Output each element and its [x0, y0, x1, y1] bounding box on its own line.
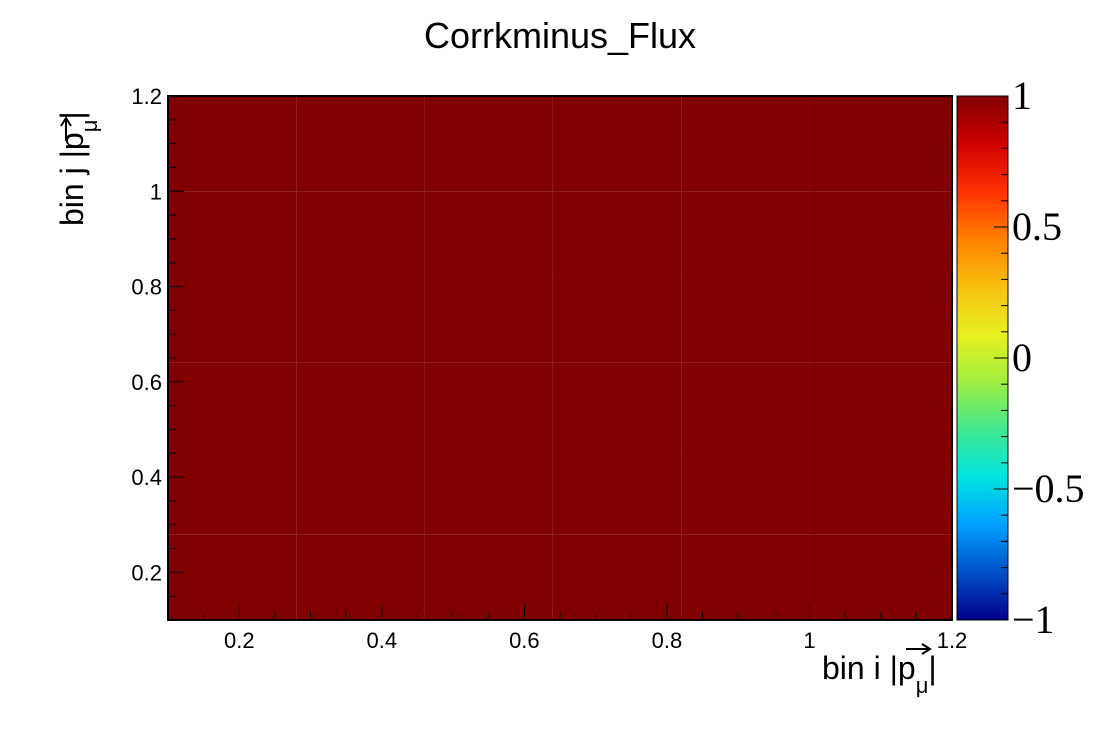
y-tick-label: 1.2	[131, 84, 162, 109]
y-axis-label-end: |	[54, 111, 90, 119]
heatmap-cell	[809, 534, 952, 620]
x-axis-label: bin i |pμ|	[822, 650, 937, 698]
heatmap-cell	[809, 191, 952, 278]
heatmap-cell	[424, 277, 553, 363]
heatmap-cell	[168, 277, 297, 363]
heatmap-cell	[809, 448, 952, 535]
colorbar: 1 0.5 0 −0.5 −1	[956, 73, 1085, 642]
chart-title: Corrkminus_Flux	[424, 15, 696, 56]
heatmap-cell	[424, 534, 553, 620]
colorbar-tick-label: −0.5	[1012, 466, 1085, 511]
heatmap-cell	[296, 362, 425, 449]
x-axis-label-main: bin i |	[822, 650, 898, 686]
y-tick-label: 0.2	[131, 560, 162, 585]
heatmap-cell	[681, 362, 810, 449]
colorbar-tick-label: 0.5	[1012, 204, 1062, 249]
x-tick-label: 1.2	[937, 628, 968, 653]
heatmap-cell	[809, 362, 952, 449]
x-axis-label-end: |	[928, 650, 936, 686]
heatmap-cell	[296, 448, 425, 535]
x-tick-label: 0.4	[367, 628, 398, 653]
heatmap-cell	[296, 96, 425, 192]
y-tick-label: 0.4	[131, 465, 162, 490]
heatmap-cell	[168, 448, 297, 535]
y-axis-label-group: bin j |pμ|	[54, 111, 102, 226]
heatmap-cell	[424, 362, 553, 449]
y-vector-arrow-head	[60, 116, 72, 127]
heatmap-cell	[168, 96, 297, 192]
y-axis-vector-arrow	[60, 116, 72, 141]
heatmap-cell	[552, 277, 682, 363]
y-axis-label: bin j |pμ|	[54, 111, 102, 226]
heatmap-cell	[681, 534, 810, 620]
heatmap-cell	[424, 448, 553, 535]
plot-frame	[167, 95, 953, 621]
heatmap-cells	[168, 96, 952, 620]
heatmap-cell	[296, 191, 425, 278]
y-tick-label: 0.8	[131, 275, 162, 300]
y-axis-label-p: p	[54, 132, 90, 150]
heatmap-cell	[809, 277, 952, 363]
colorbar-tick-label: −1	[1012, 597, 1055, 642]
heatmap-cell	[809, 96, 952, 192]
colorbar-tick-label: 1	[1012, 73, 1032, 118]
x-vector-arrow-head	[921, 643, 932, 655]
heatmap-cell	[296, 277, 425, 363]
heatmap-cell	[552, 448, 682, 535]
colorbar-tick-label: 0	[1012, 335, 1032, 380]
heatmap-cell	[552, 96, 682, 192]
y-axis-label-main: bin j |	[54, 150, 90, 226]
heatmap-cell	[681, 448, 810, 535]
heatmap-cell	[168, 534, 297, 620]
heatmap-cell	[168, 191, 297, 278]
heatmap-cell	[424, 96, 553, 192]
x-tick-label: 0.2	[224, 628, 255, 653]
y-axis-label-sub: μ	[77, 120, 102, 133]
x-tick-label: 0.6	[509, 628, 540, 653]
heatmap-cell	[681, 191, 810, 278]
heatmap-cell	[168, 362, 297, 449]
x-axis-vector-arrow	[906, 643, 932, 655]
heatmap-cell	[552, 362, 682, 449]
x-axis-label-sub: μ	[916, 673, 929, 698]
axes: 0.2 0.4 0.6 0.8 1 1.2 0.2 0.4 0.6 0.8 1 1.2	[131, 84, 967, 653]
heatmap-cell	[552, 191, 682, 278]
heatmap-cell	[296, 534, 425, 620]
heatmap-cell	[552, 534, 682, 620]
y-tick-label: 1	[150, 179, 162, 204]
x-tick-label: 0.8	[652, 628, 683, 653]
heatmap-cell	[681, 277, 810, 363]
heatmap-cell	[681, 96, 810, 192]
x-axis-label-p: p	[898, 650, 916, 686]
heatmap-cell	[424, 191, 553, 278]
x-tick-label: 1	[803, 628, 815, 653]
y-tick-label: 0.6	[131, 370, 162, 395]
